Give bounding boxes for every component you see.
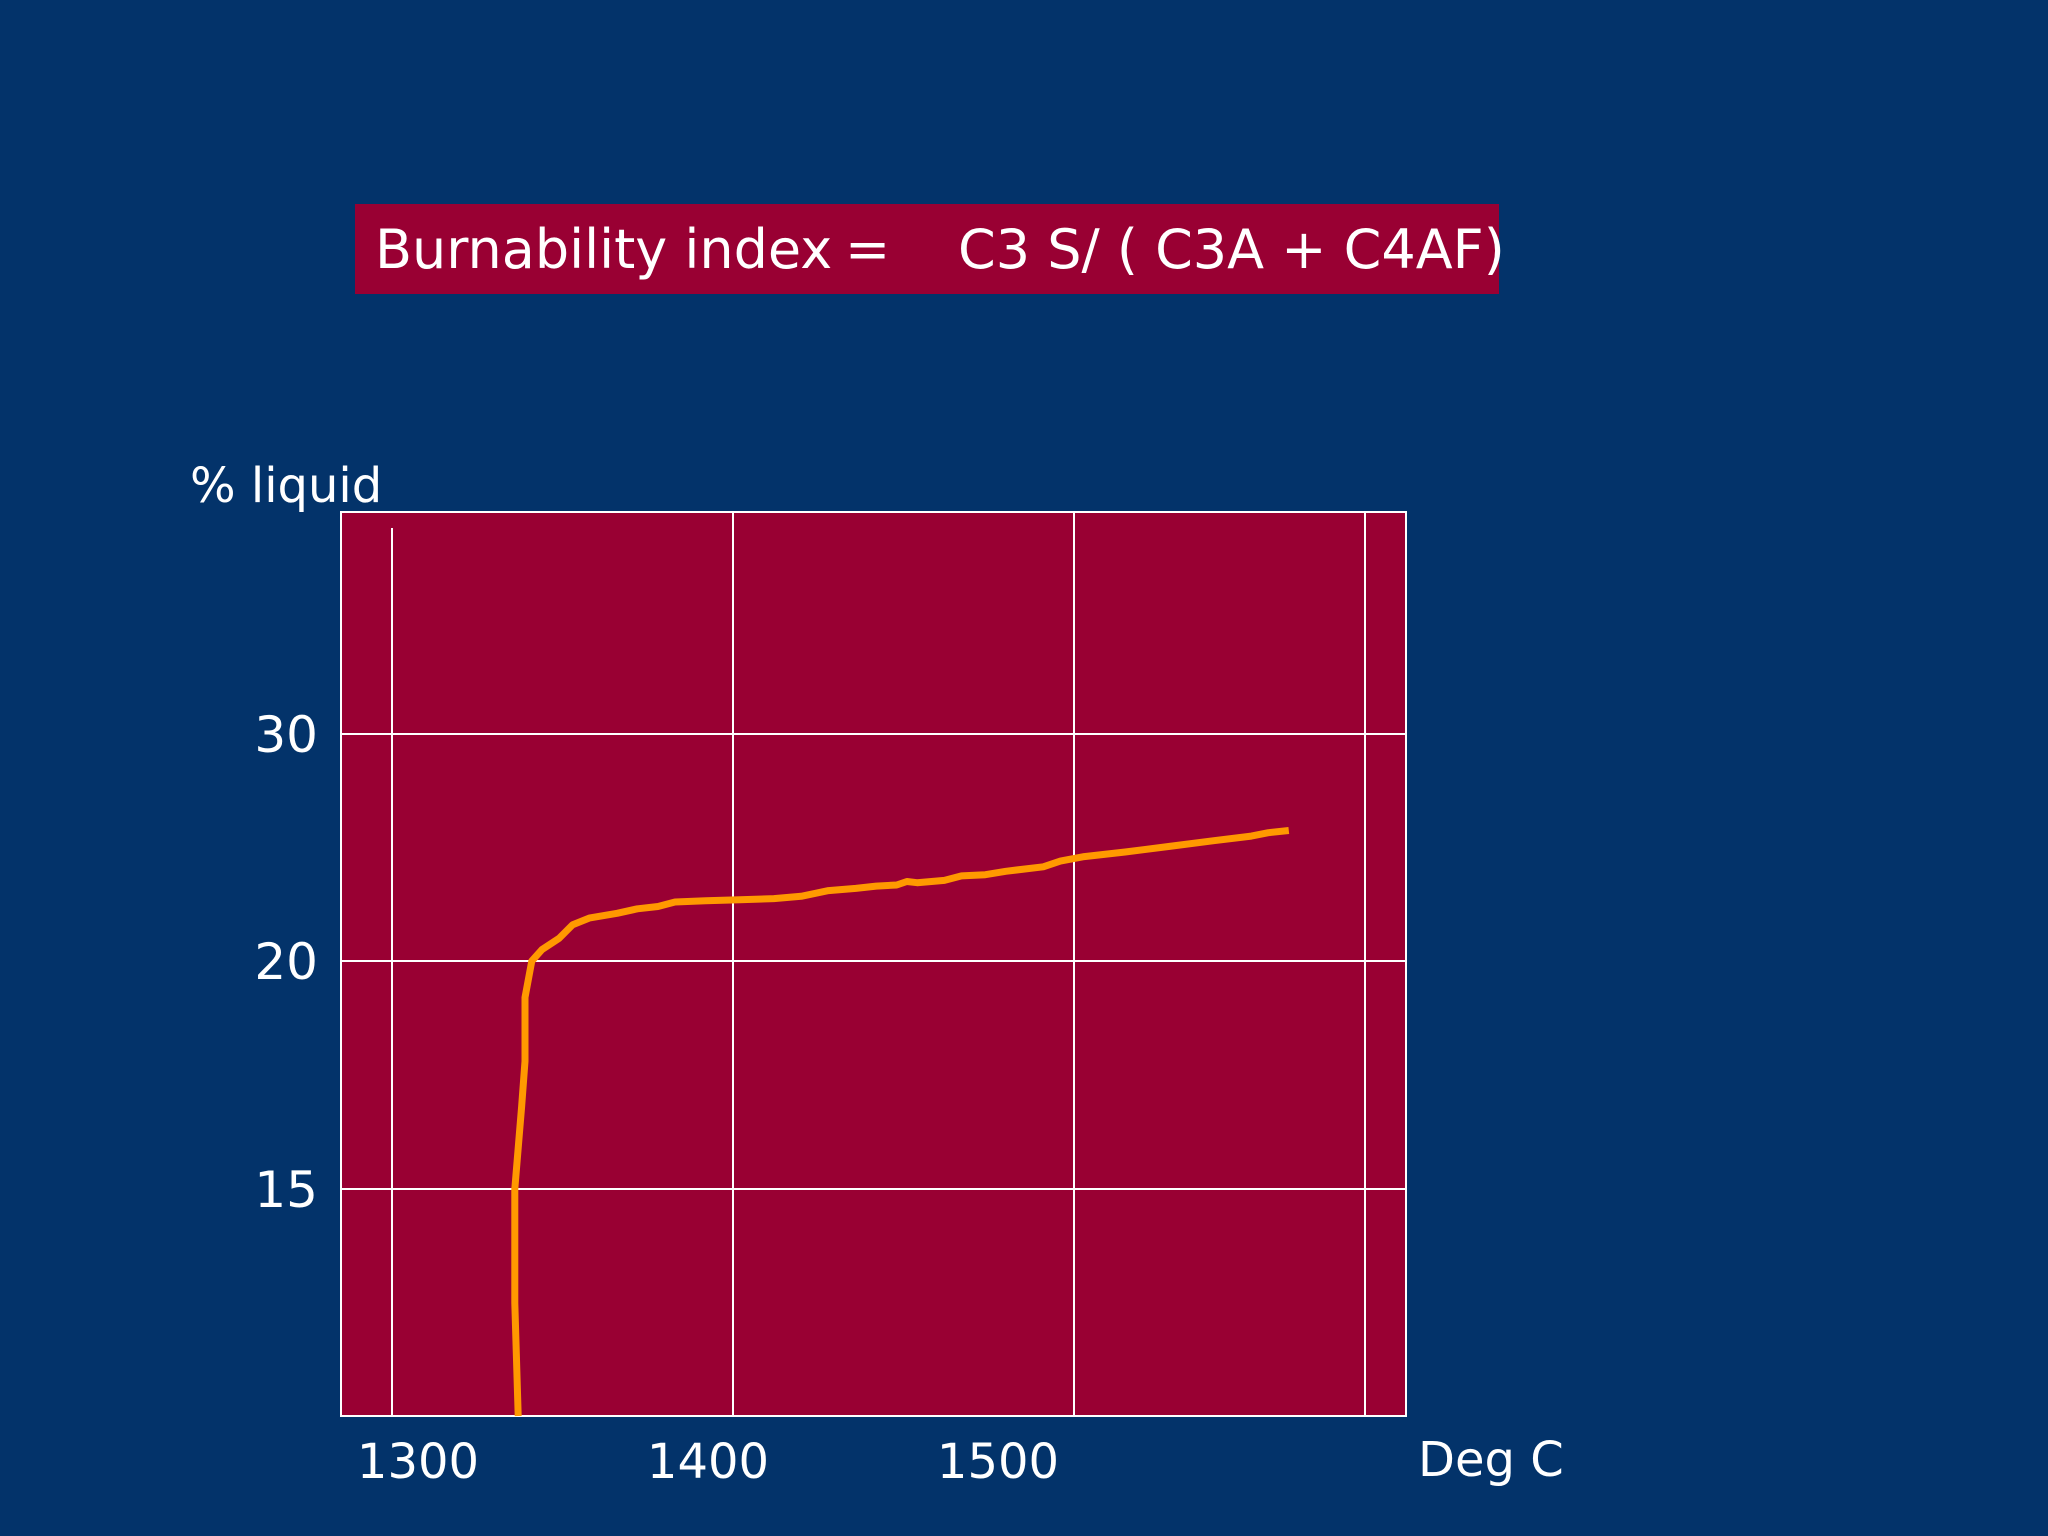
- title-label: Burnability index: [375, 217, 833, 281]
- y-tick-label: 30: [254, 706, 318, 764]
- plot-area: [340, 511, 1407, 1417]
- x-tick-label: 1400: [647, 1434, 769, 1490]
- x-tick-label: 1500: [937, 1434, 1059, 1490]
- y-tick-labels: 15 20 30: [254, 706, 318, 1219]
- x-axis-label: Deg C: [1418, 1432, 1564, 1488]
- gridlines: [341, 512, 1406, 1416]
- x-tick-label: 1300: [357, 1434, 479, 1490]
- y-tick-label: 20: [254, 933, 318, 991]
- x-tick-labels: 1300 1400 1500: [357, 1434, 1059, 1490]
- y-axis-label: % liquid: [190, 458, 382, 514]
- formula-banner: Burnability index = C3 S/ ( C3A + C4AF): [355, 204, 1505, 294]
- liquid-curve: [511, 827, 1290, 1417]
- title-formula: C3 S/ ( C3A + C4AF): [958, 217, 1505, 281]
- y-tick-label: 15: [254, 1161, 318, 1219]
- title-equals: =: [845, 217, 891, 281]
